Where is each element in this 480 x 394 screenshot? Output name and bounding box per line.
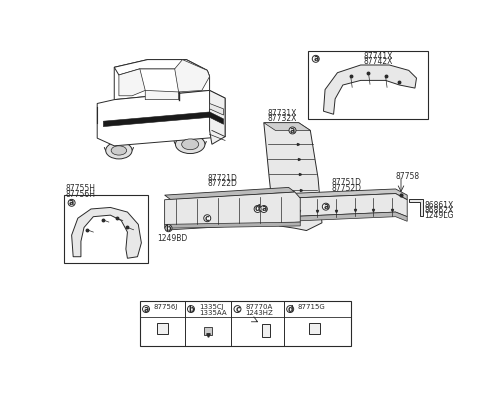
Polygon shape xyxy=(114,59,210,100)
Polygon shape xyxy=(165,188,295,200)
Text: 87752D: 87752D xyxy=(331,184,361,193)
Polygon shape xyxy=(175,59,210,92)
Text: 87721D: 87721D xyxy=(207,174,237,182)
Circle shape xyxy=(287,306,294,312)
Text: c: c xyxy=(205,214,210,223)
Polygon shape xyxy=(114,59,210,76)
Circle shape xyxy=(323,203,329,210)
Bar xyxy=(262,325,270,337)
Circle shape xyxy=(312,56,319,62)
Ellipse shape xyxy=(106,142,132,159)
Text: a: a xyxy=(313,54,318,63)
Polygon shape xyxy=(210,104,224,115)
Text: 87755H: 87755H xyxy=(65,184,96,193)
Polygon shape xyxy=(210,90,225,144)
Circle shape xyxy=(165,225,172,232)
Polygon shape xyxy=(252,189,407,200)
Polygon shape xyxy=(97,90,225,146)
Polygon shape xyxy=(72,207,142,258)
Bar xyxy=(308,51,428,119)
Polygon shape xyxy=(165,192,300,230)
Polygon shape xyxy=(409,199,423,216)
Text: 87732X: 87732X xyxy=(268,114,297,123)
Text: 86862X: 86862X xyxy=(424,206,454,215)
Text: 87731X: 87731X xyxy=(268,109,297,118)
Ellipse shape xyxy=(176,135,205,154)
Circle shape xyxy=(260,206,267,212)
Polygon shape xyxy=(165,222,300,228)
Text: a: a xyxy=(323,202,328,211)
Text: a: a xyxy=(261,204,266,214)
Circle shape xyxy=(254,206,261,212)
Bar xyxy=(157,323,168,334)
Text: a: a xyxy=(144,305,149,314)
Text: 1249LG: 1249LG xyxy=(424,211,454,220)
Text: b: b xyxy=(188,305,194,314)
Text: 1335CJ: 1335CJ xyxy=(199,305,223,310)
Circle shape xyxy=(68,199,75,206)
Ellipse shape xyxy=(181,139,199,150)
Circle shape xyxy=(204,215,211,222)
Text: 87770A: 87770A xyxy=(245,305,273,310)
Text: 87742X: 87742X xyxy=(364,57,393,66)
Text: 86861X: 86861X xyxy=(424,201,454,210)
Circle shape xyxy=(188,306,194,312)
Text: a: a xyxy=(69,198,74,207)
Ellipse shape xyxy=(111,146,127,155)
Text: 87715G: 87715G xyxy=(298,305,325,310)
Text: 87751D: 87751D xyxy=(331,178,361,187)
Text: 87758: 87758 xyxy=(396,172,420,181)
Text: 87756J: 87756J xyxy=(154,305,178,310)
Bar xyxy=(309,323,320,334)
Polygon shape xyxy=(252,193,407,218)
Polygon shape xyxy=(103,112,224,126)
Text: d: d xyxy=(255,204,260,214)
Polygon shape xyxy=(264,123,322,230)
Bar xyxy=(64,195,147,263)
Text: 1249BD: 1249BD xyxy=(157,234,187,243)
Text: d: d xyxy=(288,305,293,314)
Text: a: a xyxy=(290,126,295,135)
Text: 87741X: 87741X xyxy=(364,52,393,61)
Circle shape xyxy=(143,306,149,312)
Circle shape xyxy=(289,127,296,134)
Circle shape xyxy=(234,306,241,312)
Text: 1335AA: 1335AA xyxy=(199,310,227,316)
Polygon shape xyxy=(252,212,407,223)
Text: 87722D: 87722D xyxy=(207,179,237,188)
Polygon shape xyxy=(119,69,145,96)
Text: b: b xyxy=(166,224,171,233)
Polygon shape xyxy=(264,123,311,130)
Text: 1243HZ: 1243HZ xyxy=(245,310,273,316)
Bar xyxy=(140,301,350,346)
Polygon shape xyxy=(145,90,179,100)
Text: 87756H: 87756H xyxy=(65,190,96,199)
Polygon shape xyxy=(324,65,417,114)
Text: c: c xyxy=(235,305,240,314)
